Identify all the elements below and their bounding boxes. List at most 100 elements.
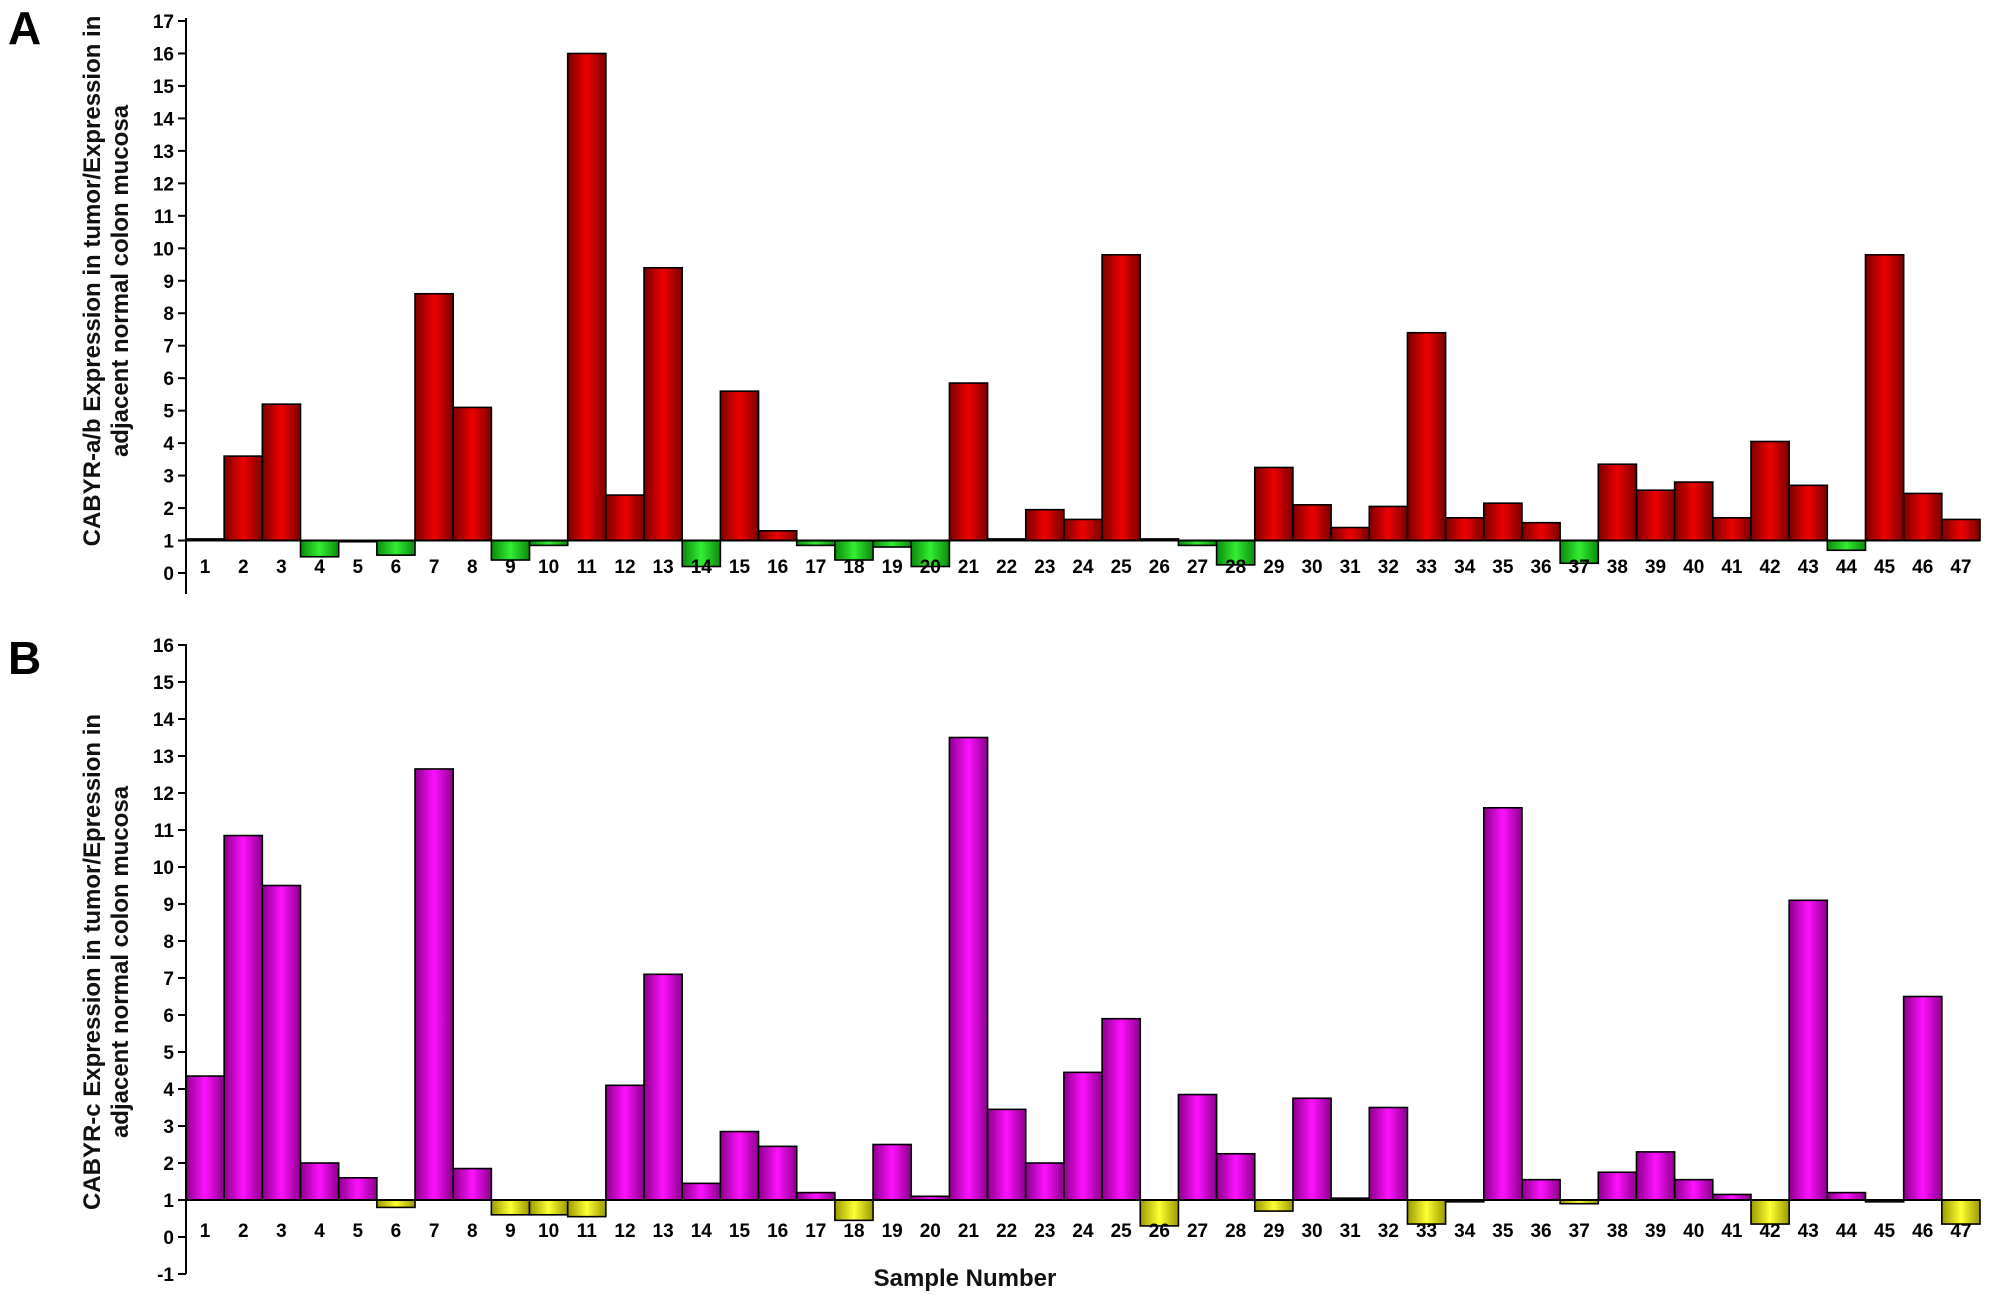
x-tick-label: 1 xyxy=(200,1221,211,1242)
y-tick-label: 4 xyxy=(163,434,174,455)
bar-sample-7 xyxy=(414,292,454,542)
x-tick-label: 6 xyxy=(391,557,402,578)
bar-sample-18 xyxy=(834,1199,874,1222)
bar-sample-2 xyxy=(223,834,264,1201)
x-tick-label: 31 xyxy=(1340,1221,1362,1242)
y-tick-label: 3 xyxy=(163,467,174,488)
bar-sample-43 xyxy=(1788,484,1829,542)
x-tick-label: 22 xyxy=(996,557,1017,578)
x-tick-label: 19 xyxy=(882,1221,903,1242)
bar-sample-30 xyxy=(1292,504,1332,542)
x-tick-label: 27 xyxy=(1187,1221,1208,1242)
panel-b-ylabel-line1: CABYR-c Expression in tumor/Epression in xyxy=(79,714,106,1210)
x-tick-label: 16 xyxy=(767,1221,788,1242)
y-tick-label: 2 xyxy=(163,1154,174,1175)
x-tick-label: 28 xyxy=(1225,1221,1246,1242)
y-tick-label: 14 xyxy=(153,109,175,130)
x-tick-label: 35 xyxy=(1492,557,1514,578)
x-tick-label: 3 xyxy=(276,557,287,578)
x-tick-label: 43 xyxy=(1798,557,1819,578)
x-tick-label: 41 xyxy=(1721,1221,1743,1242)
bar-sample-11 xyxy=(566,1199,607,1218)
x-tick-label: 29 xyxy=(1263,557,1284,578)
x-tick-label: 45 xyxy=(1874,1221,1896,1242)
bar-sample-3 xyxy=(261,884,302,1201)
x-tick-label: 33 xyxy=(1416,557,1437,578)
y-tick-label: -1 xyxy=(157,1265,174,1286)
bar-sample-33 xyxy=(1406,1199,1447,1225)
x-tick-label: 21 xyxy=(958,1221,980,1242)
panel-a-x-tick-labels: 1 2 3 4 5 6 7 8 9 10 11 12 13 14 15 16 17 18 19 20 21 22 23 24 2… xyxy=(200,557,1972,578)
x-tick-label: 10 xyxy=(538,1221,559,1242)
x-tick-label: 11 xyxy=(577,557,598,578)
x-tick-label: 4 xyxy=(314,557,325,578)
bar-sample-8 xyxy=(452,406,493,542)
bar-sample-11 xyxy=(566,52,607,542)
x-tick-label: 16 xyxy=(767,557,788,578)
bar-sample-33 xyxy=(1406,331,1447,542)
x-tick-label: 9 xyxy=(505,557,516,578)
x-tick-label: 32 xyxy=(1378,1221,1399,1242)
x-tick-label: 40 xyxy=(1683,557,1704,578)
bar-sample-23 xyxy=(1024,508,1065,542)
x-tick-label: 5 xyxy=(352,1221,363,1242)
panel-b-letter: B xyxy=(8,632,41,684)
x-tick-label: 22 xyxy=(996,1221,1017,1242)
x-tick-label: 24 xyxy=(1072,557,1094,578)
x-tick-label: 35 xyxy=(1492,1221,1514,1242)
x-tick-label: 46 xyxy=(1912,557,1933,578)
y-tick-label: 13 xyxy=(153,142,174,163)
x-tick-label: 28 xyxy=(1225,557,1246,578)
y-tick-label: 3 xyxy=(163,1117,174,1138)
bar-sample-10 xyxy=(528,1199,569,1216)
x-tick-label: 38 xyxy=(1607,557,1628,578)
x-tick-label: 42 xyxy=(1759,557,1780,578)
bar-sample-3 xyxy=(261,403,302,542)
x-tick-label: 19 xyxy=(882,557,903,578)
x-tick-label: 12 xyxy=(614,1221,635,1242)
bar-sample-5 xyxy=(337,1177,378,1201)
y-tick-label: 8 xyxy=(163,304,174,325)
panel-a-ylabel-line2: adjacent normal colon mucosa xyxy=(107,104,134,457)
y-tick-label: 11 xyxy=(154,207,175,228)
bar-sample-16 xyxy=(757,529,798,542)
bar-sample-14 xyxy=(681,1182,722,1201)
bar-sample-31 xyxy=(1330,526,1371,542)
bar-sample-12 xyxy=(605,494,645,542)
x-tick-label: 37 xyxy=(1569,557,1590,578)
bar-sample-47 xyxy=(1941,1199,1981,1225)
x-tick-label: 36 xyxy=(1530,1221,1551,1242)
bar-sample-26 xyxy=(1139,1199,1180,1227)
bar-sample-15 xyxy=(719,390,760,542)
x-tick-label: 14 xyxy=(691,557,713,578)
x-tick-label: 2 xyxy=(238,1221,249,1242)
y-tick-label: 1 xyxy=(163,1191,174,1212)
x-tick-label: 34 xyxy=(1454,1221,1476,1242)
x-tick-label: 10 xyxy=(538,557,559,578)
bar-sample-46 xyxy=(1902,995,1943,1201)
bar-sample-40 xyxy=(1673,481,1714,542)
x-tick-label: 15 xyxy=(729,557,751,578)
x-tick-label: 30 xyxy=(1301,1221,1322,1242)
x-tick-label: 47 xyxy=(1950,557,1971,578)
y-tick-label: 15 xyxy=(153,77,175,98)
bar-sample-40 xyxy=(1673,1178,1714,1201)
y-tick-label: 0 xyxy=(163,1228,174,1249)
bar-sample-13 xyxy=(643,266,684,542)
x-tick-label: 39 xyxy=(1645,1221,1666,1242)
bar-sample-21 xyxy=(948,736,989,1201)
y-tick-label: 7 xyxy=(163,969,174,990)
x-tick-label: 20 xyxy=(920,1221,941,1242)
x-tick-label: 44 xyxy=(1836,1221,1858,1242)
bar-sample-4 xyxy=(299,1162,340,1201)
x-tick-label: 27 xyxy=(1187,557,1208,578)
y-tick-label: 5 xyxy=(163,1043,174,1064)
x-tick-label: 5 xyxy=(352,557,363,578)
y-tick-label: 0 xyxy=(163,564,174,585)
bar-sample-35 xyxy=(1482,502,1523,542)
y-tick-label: 5 xyxy=(163,402,174,423)
y-tick-label: 1 xyxy=(163,532,174,553)
x-tick-label: 36 xyxy=(1530,557,1551,578)
bar-sample-34 xyxy=(1444,516,1485,542)
